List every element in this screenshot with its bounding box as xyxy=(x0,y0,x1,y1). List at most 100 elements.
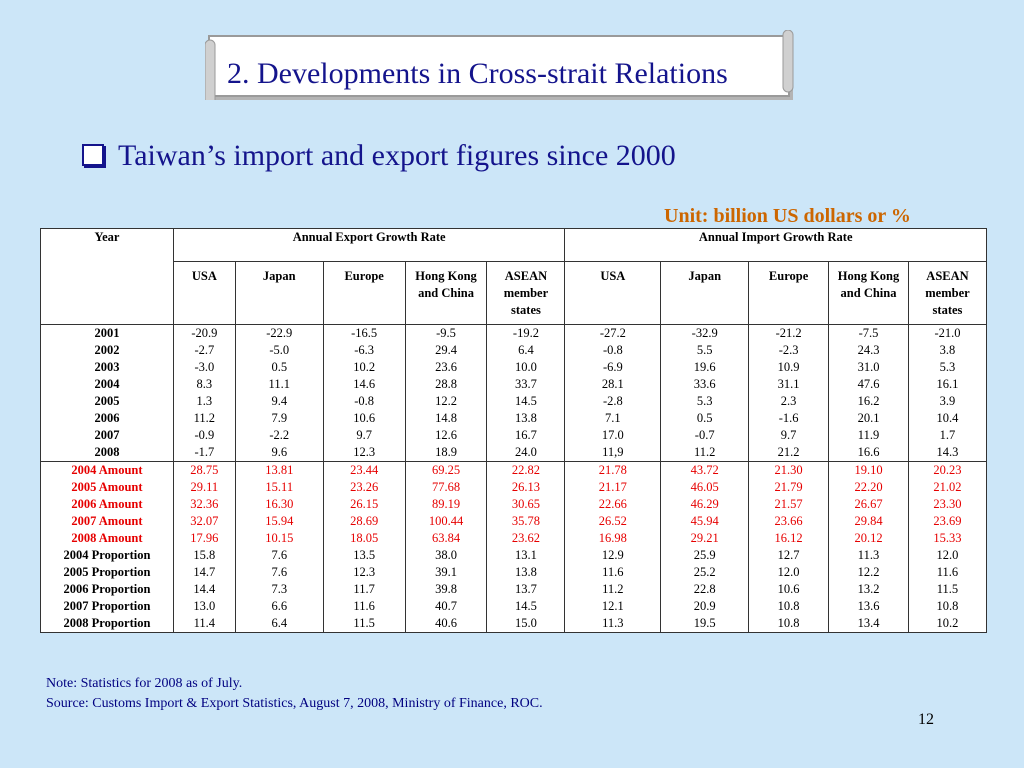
row-label: 2006 xyxy=(94,411,120,425)
cell-value: -0.7 xyxy=(694,428,715,442)
cell-value: 10.8 xyxy=(777,599,800,613)
row-label: 2007 Amount xyxy=(71,514,143,528)
data-cell: 21.78 21.17 22.66 26.52 16.98 12.9 11.6 11.2 12.… xyxy=(564,461,662,633)
cell-value: 19.6 xyxy=(693,360,716,374)
cell-value: -0.8 xyxy=(354,394,375,408)
cell-value: -21.0 xyxy=(934,326,961,340)
cell-value: 10.4 xyxy=(936,411,959,425)
cell-value: 33.6 xyxy=(693,377,716,391)
cell-value: 12.3 xyxy=(353,445,376,459)
cell-value: 17.0 xyxy=(601,428,624,442)
amount-proportion-block: 2004 Amount 2005 Amount 2006 Amount 2007 Am… xyxy=(40,461,988,633)
cell-value: 20.23 xyxy=(933,463,962,477)
cell-value: 16.7 xyxy=(515,428,537,442)
cell-value: 11.4 xyxy=(193,616,216,630)
cell-value: 1.3 xyxy=(196,394,213,408)
data-cell: 69.25 77.68 89.19 100.44 63.84 38.0 39.1 39.8 40… xyxy=(404,461,488,633)
cell-value: 12.6 xyxy=(435,428,457,442)
cell-value: 13.8 xyxy=(515,411,537,425)
cell-value: 9.4 xyxy=(271,394,288,408)
cell-value: 23.30 xyxy=(933,497,962,511)
cell-value: 11.2 xyxy=(693,445,716,459)
cell-value: -1.6 xyxy=(778,411,799,425)
row-label: 2007 Proportion xyxy=(63,599,151,613)
footnote: Note: Statistics for 2008 as of July. So… xyxy=(46,674,543,714)
cell-value: -0.8 xyxy=(602,343,623,357)
data-cell: -20.9 -2.7 -3.0 8.3 1.3 11.2 -0.9 -1.7 xyxy=(172,324,236,462)
cell-value: 12.2 xyxy=(435,394,457,408)
data-cell: 28.75 29.11 32.36 32.07 17.96 15.8 14.7 14.4 13.… xyxy=(172,461,236,633)
data-cell: 21.30 21.79 21.57 23.66 16.12 12.7 12.0 10.6 10.… xyxy=(748,461,830,633)
row-label-cell: 2004 Amount 2005 Amount 2006 Amount 2007 Am… xyxy=(40,461,174,633)
cell-value: -7.5 xyxy=(858,326,879,340)
cell-value: 14.6 xyxy=(353,377,376,391)
cell-value: 32.07 xyxy=(190,514,219,528)
row-label: 2007 xyxy=(94,428,120,442)
cell-value: 16.6 xyxy=(857,445,880,459)
unit-label: Unit: billion US dollars or % xyxy=(664,205,911,227)
cell-value: 46.05 xyxy=(690,480,719,494)
cell-value: 7.6 xyxy=(271,548,288,562)
cell-value: 10.8 xyxy=(936,599,959,613)
import-header: Annual Import Growth Rate xyxy=(564,228,987,262)
cell-value: 23.69 xyxy=(933,514,962,528)
column-header: Europe xyxy=(322,261,406,325)
cell-value: 11.6 xyxy=(936,565,959,579)
cell-value: 23.66 xyxy=(774,514,803,528)
cell-value: 21.17 xyxy=(598,480,627,494)
data-cell: -19.2 6.4 10.0 33.7 14.5 13.8 16.7 24.0 xyxy=(486,324,566,462)
cell-value: 31.1 xyxy=(777,377,800,391)
row-label: 2006 Amount xyxy=(71,497,143,511)
cell-value: 7.9 xyxy=(271,411,288,425)
cell-value: 35.78 xyxy=(511,514,541,528)
cell-value: 14.8 xyxy=(435,411,457,425)
cell-value: 10.8 xyxy=(777,616,800,630)
cell-value: 11.5 xyxy=(353,616,375,630)
cell-value: -1.7 xyxy=(194,445,215,459)
cell-value: 11.9 xyxy=(857,428,880,442)
cell-value: 46.29 xyxy=(690,497,719,511)
cell-value: 13.1 xyxy=(515,548,537,562)
data-cell: 23.44 23.26 26.15 28.69 18.05 13.5 12.3 11.7 11.… xyxy=(322,461,406,633)
cell-value: 17.96 xyxy=(190,531,219,545)
data-cell: -21.0 3.8 5.3 16.1 3.9 10.4 1.7 14.3 xyxy=(907,324,988,462)
cell-value: 14.4 xyxy=(193,582,216,596)
cell-value: 24.0 xyxy=(515,445,537,459)
checkbox-bullet-icon xyxy=(82,144,104,167)
cell-value: 22.8 xyxy=(693,582,716,596)
cell-value: 7.3 xyxy=(271,582,288,596)
cell-value: 20.12 xyxy=(854,531,883,545)
cell-value: 29.11 xyxy=(190,480,219,494)
cell-value: 100.44 xyxy=(428,514,464,528)
cell-value: 26.67 xyxy=(854,497,883,511)
cell-value: 26.15 xyxy=(350,497,379,511)
cell-value: 16.2 xyxy=(857,394,880,408)
cell-value: 20.9 xyxy=(693,599,716,613)
scroll-banner-shape xyxy=(205,30,794,100)
cell-value: -5.0 xyxy=(269,343,290,357)
cell-value: 29.84 xyxy=(854,514,883,528)
cell-value: 69.25 xyxy=(431,463,461,477)
cell-value: 22.66 xyxy=(598,497,627,511)
column-header: USA xyxy=(172,261,236,325)
row-label: 2004 Amount xyxy=(71,463,143,477)
data-cell: 43.72 46.05 46.29 45.94 29.21 25.9 25.2 22.8 20.… xyxy=(660,461,750,633)
cell-value: 25.2 xyxy=(693,565,716,579)
cell-value: 11.6 xyxy=(602,565,624,579)
data-cell: 22.82 26.13 30.65 35.78 23.62 13.1 13.8 13.7 14.… xyxy=(486,461,566,633)
row-label: 2001 xyxy=(94,326,120,340)
cell-value: 7.6 xyxy=(271,565,288,579)
subtitle-bullet: Taiwan’s import and export figures since… xyxy=(82,136,676,176)
cell-value: 38.0 xyxy=(435,548,457,562)
row-label: 2008 Proportion xyxy=(63,616,151,630)
column-header: Japan xyxy=(660,261,750,325)
cell-value: 29.21 xyxy=(690,531,719,545)
cell-value: 11.2 xyxy=(193,411,216,425)
cell-value: 10.15 xyxy=(265,531,294,545)
cell-value: 12.1 xyxy=(601,599,624,613)
row-label: 2004 Proportion xyxy=(63,548,151,562)
data-cell: -32.9 5.5 19.6 33.6 5.3 0.5 -0.7 11.2 xyxy=(660,324,750,462)
row-label: 2004 xyxy=(94,377,120,391)
cell-value: 24.3 xyxy=(857,343,880,357)
cell-value: 40.6 xyxy=(435,616,457,630)
